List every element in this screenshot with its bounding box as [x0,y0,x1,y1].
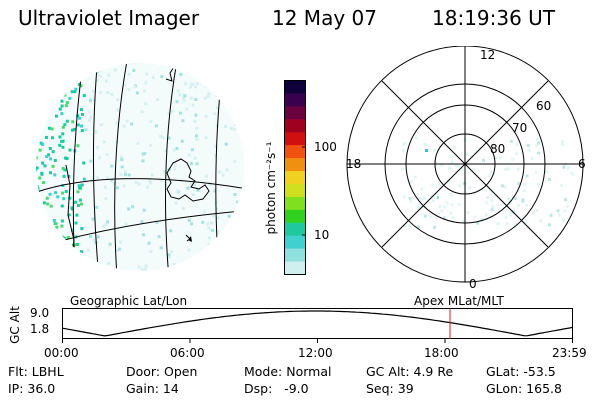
mlt-label-18: 18 [346,157,362,171]
timeline-right-title: Apex MLat/MLT [414,294,504,308]
lat-label-60: 60 [536,99,552,113]
colorbar-unit-label: photon cm⁻²s⁻¹ [264,141,278,235]
info-gain: Gain: 14 [126,381,179,396]
timeline-axis-label: GC Alt [7,306,22,344]
info-gc-alt: GC Alt: 4.9 Re [366,364,454,379]
mlt-label-6: 6 [578,157,586,171]
info-dsp: Dsp: -9.0 [244,381,309,396]
timeline-left-title: Geographic Lat/Lon [70,294,188,308]
app-title: Ultraviolet Imager [18,6,200,30]
timeline-ytick-1.8: 1.8 [30,322,50,336]
info-mode: Mode: Normal [244,364,332,379]
colorbar [284,80,306,275]
geographic-image [36,63,244,271]
mlt-label-0: 0 [469,277,477,291]
info-filter: Flt: LBHL [8,364,64,379]
lat-label-80: 80 [490,142,506,156]
info-glat: GLat: -53.5 [486,364,556,379]
info-seq: Seq: 39 [366,381,414,396]
altitude-timeline [62,308,573,343]
timeline-ytick-9: 9.0 [30,306,50,320]
timeline-xtick-1200: 12:00 [298,346,333,360]
timeline-xtick-0600: 06:00 [170,346,205,360]
info-ip: IP: 36.0 [8,381,56,396]
date-label: 12 May 07 [272,6,377,30]
timeline-xtick-0000: 00:00 [44,346,79,360]
info-glon: GLon: 165.8 [486,381,562,396]
lat-label-70: 70 [512,121,528,135]
colorbar-tick-100: 100 [314,140,337,154]
time-label: 18:19:36 UT [432,6,556,30]
mlt-label-12: 12 [480,48,496,62]
timeline-xtick-2359: 23:59 [552,346,587,360]
colorbar-tick-10: 10 [314,228,330,242]
polar-plot [346,46,584,283]
info-door: Door: Open [126,364,198,379]
timeline-xtick-1800: 18:00 [424,346,459,360]
